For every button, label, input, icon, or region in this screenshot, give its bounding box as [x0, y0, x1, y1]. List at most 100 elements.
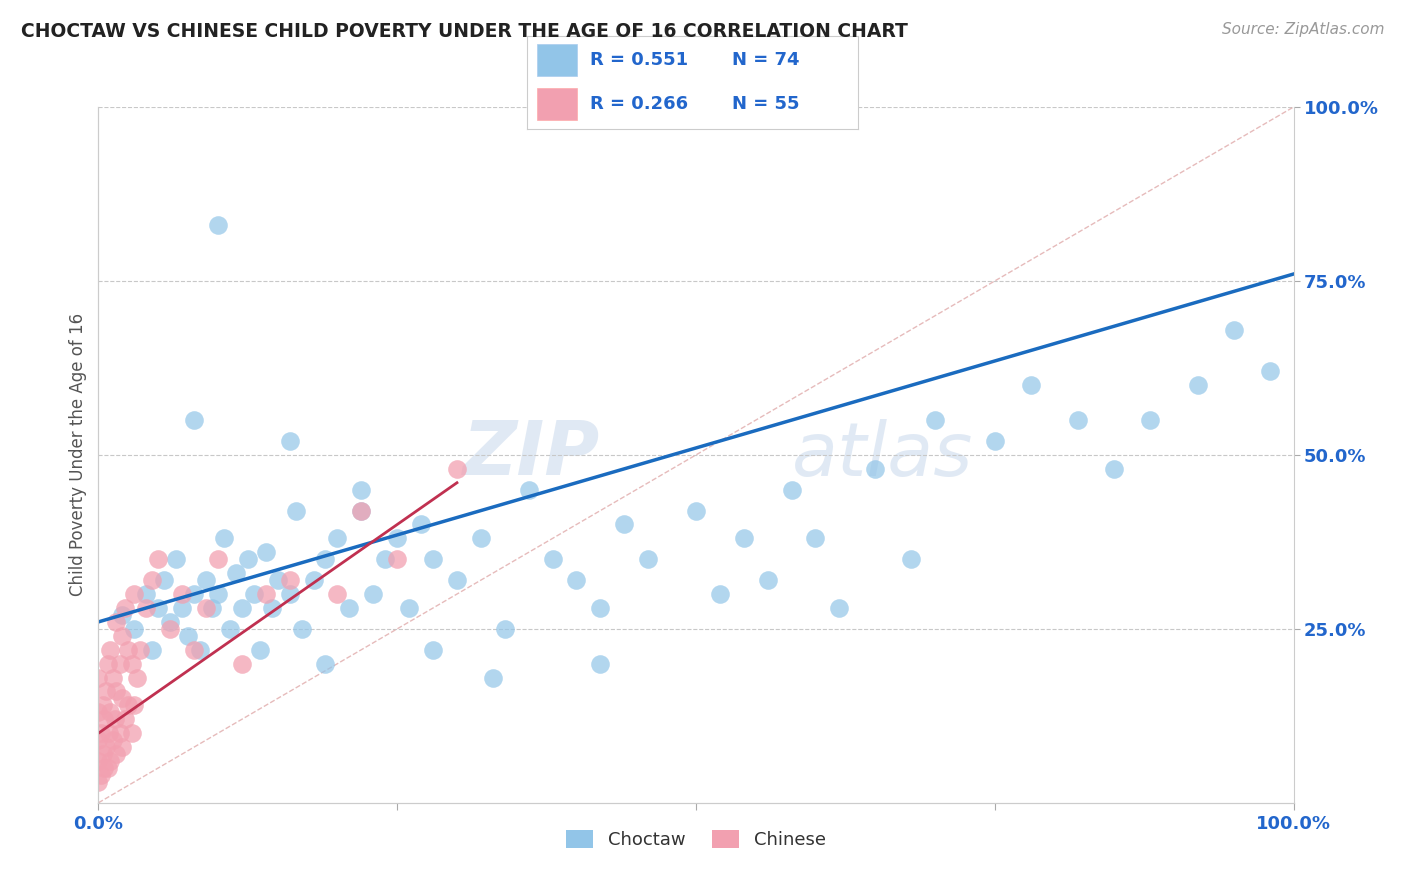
Point	[254, 545, 277, 559]
Point	[114, 712, 136, 726]
Point	[105, 747, 128, 761]
Point	[589, 601, 612, 615]
Point	[188, 642, 211, 657]
Point	[87, 775, 110, 789]
Point	[249, 642, 271, 657]
Point	[129, 642, 152, 657]
Text: atlas: atlas	[792, 419, 973, 491]
Point	[124, 622, 146, 636]
Point	[613, 517, 636, 532]
Point	[183, 413, 205, 427]
Point	[422, 552, 444, 566]
Point	[207, 587, 229, 601]
Point	[260, 601, 283, 615]
Point	[865, 462, 887, 476]
Point	[254, 587, 277, 601]
Point	[411, 517, 433, 532]
Point	[315, 657, 337, 671]
Point	[207, 219, 229, 233]
Point	[87, 733, 110, 747]
Point	[104, 712, 127, 726]
Point	[111, 691, 134, 706]
Point	[637, 552, 659, 566]
Point	[90, 726, 112, 740]
Point	[148, 601, 170, 615]
Point	[756, 573, 779, 587]
Point	[350, 503, 373, 517]
Point	[1104, 462, 1126, 476]
Point	[125, 671, 148, 685]
Point	[94, 684, 117, 698]
Point	[1019, 378, 1042, 392]
Point	[363, 587, 385, 601]
Point	[117, 698, 139, 713]
Point	[494, 622, 516, 636]
Point	[385, 552, 409, 566]
Point	[207, 552, 229, 566]
Point	[278, 434, 301, 448]
Point	[195, 601, 218, 615]
Point	[339, 601, 361, 615]
Point	[121, 726, 143, 740]
Point	[350, 503, 373, 517]
Bar	[537, 44, 576, 76]
Point	[278, 573, 301, 587]
Point	[159, 622, 181, 636]
Point	[159, 615, 181, 629]
Text: R = 0.266: R = 0.266	[591, 95, 688, 113]
Point	[93, 712, 115, 726]
Point	[87, 754, 110, 768]
Point	[101, 671, 124, 685]
Point	[481, 671, 505, 685]
Point	[984, 434, 1007, 448]
Point	[470, 532, 492, 546]
Text: ZIP: ZIP	[463, 418, 600, 491]
Point	[267, 573, 290, 587]
Point	[183, 587, 205, 601]
Point	[446, 573, 468, 587]
Point	[565, 573, 588, 587]
Point	[87, 671, 110, 685]
Point	[98, 706, 122, 720]
Point	[231, 657, 253, 671]
Point	[101, 733, 124, 747]
Text: CHOCTAW VS CHINESE CHILD POVERTY UNDER THE AGE OF 16 CORRELATION CHART: CHOCTAW VS CHINESE CHILD POVERTY UNDER T…	[21, 22, 908, 41]
Point	[212, 532, 235, 546]
Point	[165, 552, 187, 566]
Point	[733, 532, 755, 546]
Point	[114, 601, 136, 615]
Point	[1223, 323, 1246, 337]
Text: N = 74: N = 74	[733, 51, 800, 69]
Point	[124, 698, 146, 713]
Point	[924, 413, 946, 427]
Point	[541, 552, 564, 566]
Point	[422, 642, 444, 657]
Point	[780, 483, 803, 497]
Point	[315, 552, 337, 566]
Point	[93, 761, 115, 775]
Point	[98, 642, 122, 657]
Point	[141, 573, 163, 587]
Point	[517, 483, 540, 497]
Point	[398, 601, 420, 615]
Point	[195, 573, 218, 587]
Point	[135, 587, 157, 601]
Point	[1067, 413, 1090, 427]
Point	[302, 573, 325, 587]
Point	[709, 587, 731, 601]
Point	[91, 698, 114, 713]
Point	[201, 601, 224, 615]
Point	[589, 657, 612, 671]
Text: Source: ZipAtlas.com: Source: ZipAtlas.com	[1222, 22, 1385, 37]
Point	[91, 747, 114, 761]
Point	[1187, 378, 1209, 392]
Point	[148, 552, 170, 566]
Y-axis label: Child Poverty Under the Age of 16: Child Poverty Under the Age of 16	[69, 313, 87, 597]
Point	[111, 629, 134, 643]
Point	[90, 768, 112, 782]
Point	[124, 587, 146, 601]
Text: N = 55: N = 55	[733, 95, 800, 113]
Point	[108, 657, 131, 671]
Point	[291, 622, 314, 636]
Bar	[537, 88, 576, 120]
